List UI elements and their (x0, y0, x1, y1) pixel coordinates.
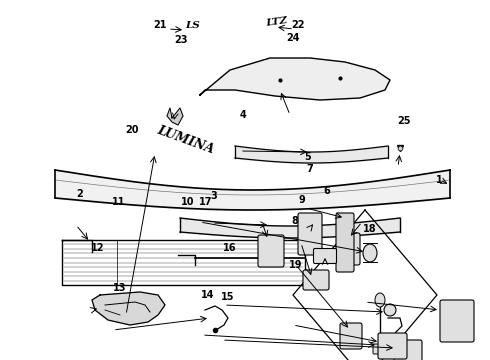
Text: 21: 21 (153, 20, 167, 30)
Polygon shape (167, 108, 183, 125)
Text: 15: 15 (220, 292, 234, 302)
Text: 9: 9 (299, 195, 306, 205)
Text: 1: 1 (436, 175, 443, 185)
Text: LTZ: LTZ (265, 16, 288, 28)
FancyBboxPatch shape (338, 233, 360, 265)
Text: 10: 10 (181, 197, 195, 207)
Ellipse shape (384, 304, 396, 316)
Text: 8: 8 (292, 216, 298, 226)
Text: 13: 13 (113, 283, 126, 293)
Text: 5: 5 (304, 152, 311, 162)
FancyBboxPatch shape (258, 235, 284, 267)
Text: 2: 2 (76, 189, 83, 199)
Text: 18: 18 (363, 224, 376, 234)
Ellipse shape (375, 293, 385, 307)
Text: 14: 14 (201, 290, 215, 300)
FancyBboxPatch shape (340, 323, 362, 349)
FancyBboxPatch shape (298, 213, 322, 255)
Text: LS: LS (185, 21, 200, 30)
Text: 7: 7 (306, 164, 313, 174)
Text: 23: 23 (174, 35, 188, 45)
Text: 12: 12 (91, 243, 104, 253)
Text: 3: 3 (211, 191, 218, 201)
Text: LUMINA: LUMINA (155, 123, 216, 156)
FancyBboxPatch shape (336, 213, 354, 272)
Polygon shape (200, 58, 390, 100)
Text: 25: 25 (397, 116, 411, 126)
Text: 11: 11 (111, 197, 125, 207)
Ellipse shape (363, 244, 377, 262)
FancyBboxPatch shape (314, 248, 337, 264)
Text: 16: 16 (223, 243, 237, 253)
FancyBboxPatch shape (303, 270, 329, 290)
FancyBboxPatch shape (378, 333, 407, 359)
Polygon shape (92, 292, 165, 325)
Text: 20: 20 (125, 125, 139, 135)
Text: 6: 6 (323, 186, 330, 196)
FancyBboxPatch shape (440, 300, 474, 342)
FancyBboxPatch shape (373, 344, 387, 354)
Text: 17: 17 (198, 197, 212, 207)
Text: 19: 19 (289, 260, 303, 270)
FancyBboxPatch shape (394, 340, 422, 360)
Text: 4: 4 (240, 110, 247, 120)
Text: 24: 24 (287, 33, 300, 43)
Text: 22: 22 (292, 20, 305, 30)
